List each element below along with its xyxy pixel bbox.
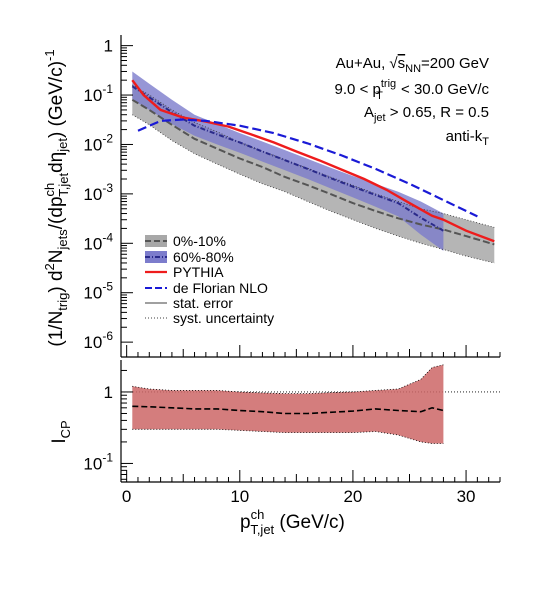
upper-y-tick-label: 10-1 bbox=[83, 82, 113, 105]
upper-y-tick-label: 10-3 bbox=[83, 181, 113, 204]
icp-series bbox=[132, 405, 444, 415]
series-nlo bbox=[137, 118, 478, 218]
legend-label-stat: stat. error bbox=[173, 295, 233, 311]
syst-low-0-10 bbox=[132, 114, 495, 264]
x-tick-label: 30 bbox=[457, 487, 476, 506]
upper-panel: 1 10-1 10-2 10-3 10-4 10-5 10-6 bbox=[83, 35, 500, 358]
x-tick-label: 10 bbox=[230, 487, 249, 506]
legend-label-0-10: 0%-10% bbox=[173, 233, 226, 249]
x-tick-label: 20 bbox=[343, 487, 362, 506]
lower-y-tick-label: 10-1 bbox=[83, 450, 113, 473]
annotation-algorithm: anti-kT bbox=[446, 128, 490, 148]
upper-y-tick-label: 1 bbox=[104, 37, 113, 56]
lower-y-axis-label: ICP bbox=[49, 420, 73, 443]
icp-syst-band bbox=[132, 364, 444, 444]
upper-y-tick-label: 10-2 bbox=[83, 131, 113, 154]
series-60-80 bbox=[131, 85, 444, 232]
collision-annotations: Au+Au, √sNN=200 GeV 9.0 < ptrig T < 30.0 … bbox=[335, 55, 490, 148]
icp-syst-high bbox=[132, 364, 444, 394]
x-tick-label: 0 bbox=[122, 487, 131, 506]
lower-y-tick-label: 1 bbox=[104, 383, 113, 402]
annotation-cuts: Ajet > 0.65, R = 0.5 bbox=[364, 104, 489, 124]
annotation-system: Au+Au, √sNN=200 GeV bbox=[336, 55, 489, 75]
upper-y-axis-label: (1/Ntrig) d2Njets/(dpchT,jetdηjet) (GeV/… bbox=[42, 49, 71, 346]
legend-label-pythia: PYTHIA bbox=[173, 264, 224, 280]
upper-y-tick-label: 10-5 bbox=[83, 280, 113, 303]
upper-plot-area bbox=[131, 71, 495, 264]
upper-y-tick-label: 10-4 bbox=[83, 230, 113, 253]
legend-label-60-80: 60%-80% bbox=[173, 249, 234, 265]
annotation-trigger: 9.0 < ptrig T < 30.0 GeV/c bbox=[335, 78, 490, 102]
series-pythia bbox=[131, 79, 495, 243]
x-ticks: 0 10 20 30 bbox=[122, 345, 501, 506]
upper-y-tick-label: 10-6 bbox=[83, 329, 113, 352]
series-0-10 bbox=[131, 98, 495, 246]
lower-plot-area bbox=[121, 364, 500, 444]
upper-y-ticks: 1 10-1 10-2 10-3 10-4 10-5 10-6 bbox=[83, 37, 133, 352]
legend-label-nlo: de Florian NLO bbox=[173, 280, 268, 296]
x-axis-label: pch T,jet (GeV/c) bbox=[240, 507, 345, 537]
legend-label-syst: syst. uncertainty bbox=[173, 310, 274, 326]
legend: 0%-10% 60%-80% PYTHIA de Florian NLO sta… bbox=[145, 233, 274, 326]
lower-y-ticks: 1 10-1 bbox=[83, 369, 133, 480]
lower-panel: 1 10-1 0 10 20 30 bbox=[83, 345, 501, 506]
